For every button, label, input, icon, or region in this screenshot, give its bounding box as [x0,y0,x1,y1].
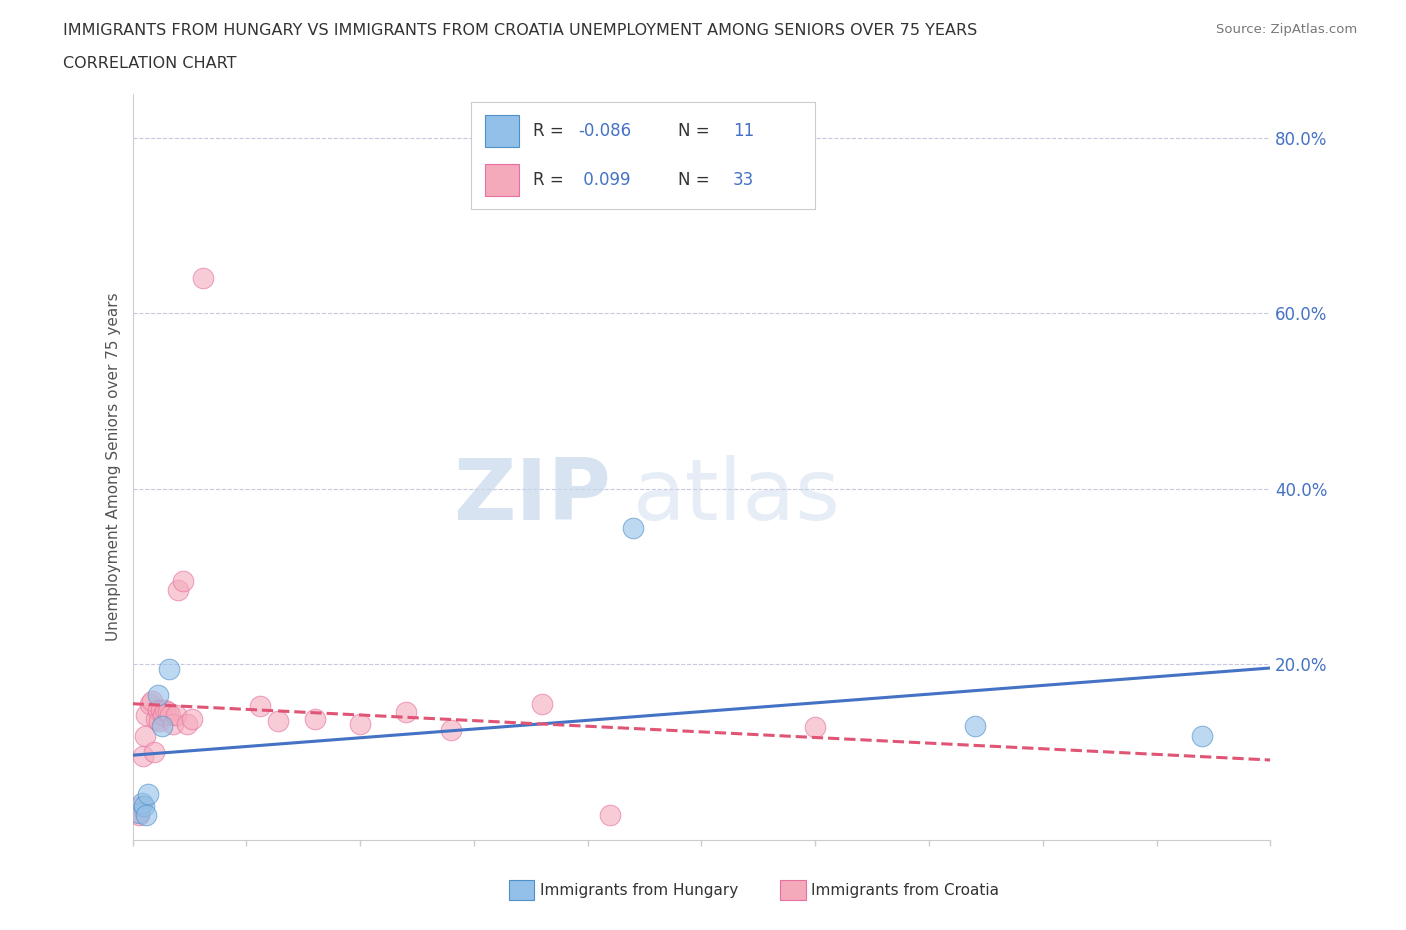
Text: atlas: atlas [633,455,841,538]
Point [148,714,170,729]
Point [150,718,173,733]
Point [135,807,157,822]
Point [394,705,416,720]
Text: CORRELATION CHART: CORRELATION CHART [63,56,236,71]
Point [129,799,152,814]
Point [132,799,155,814]
Point [165,708,187,723]
Bar [485,115,519,147]
Point [134,729,156,744]
Text: R =: R = [533,122,564,140]
Point [176,716,198,731]
Bar [485,165,519,196]
Point [304,711,326,726]
Text: 11: 11 [733,122,754,140]
Point [267,714,290,729]
Y-axis label: Unemployment Among Seniors over 75 years: Unemployment Among Seniors over 75 years [107,293,121,641]
Point [146,702,169,717]
Text: ZIP: ZIP [453,455,610,538]
Point [155,702,177,717]
Point [128,806,150,821]
Point [440,723,463,737]
Point [531,697,554,711]
Point [191,271,214,286]
Point [139,697,162,711]
Point [135,708,157,723]
Text: Source: ZipAtlas.com: Source: ZipAtlas.com [1216,23,1357,36]
Point [804,720,827,735]
Point [131,749,153,764]
Point [128,807,150,822]
Point [180,711,202,726]
Text: Immigrants from Hungary: Immigrants from Hungary [540,883,738,897]
Point [963,718,986,733]
Point [1191,729,1213,744]
Text: R =: R = [533,171,564,190]
Point [152,708,174,723]
Text: N =: N = [678,122,709,140]
Text: N =: N = [678,171,709,190]
Point [162,716,184,731]
Text: IMMIGRANTS FROM HUNGARY VS IMMIGRANTS FROM CROATIA UNEMPLOYMENT AMONG SENIORS OV: IMMIGRANTS FROM HUNGARY VS IMMIGRANTS FR… [63,23,977,38]
Text: 33: 33 [733,171,754,190]
Point [172,574,194,589]
Point [149,702,172,717]
Point [146,687,169,702]
Point [143,745,166,760]
Point [599,807,621,822]
Text: -0.086: -0.086 [578,122,631,140]
Point [138,787,160,802]
Point [125,804,148,819]
Text: 0.099: 0.099 [578,171,630,190]
Text: Immigrants from Croatia: Immigrants from Croatia [811,883,1000,897]
Point [349,716,371,731]
Point [249,699,271,714]
Point [156,705,179,720]
Point [145,711,167,726]
Point [167,582,190,597]
Point [621,521,644,536]
Point [157,661,180,676]
Point [159,708,181,723]
Point [141,694,163,709]
Point [131,795,153,810]
